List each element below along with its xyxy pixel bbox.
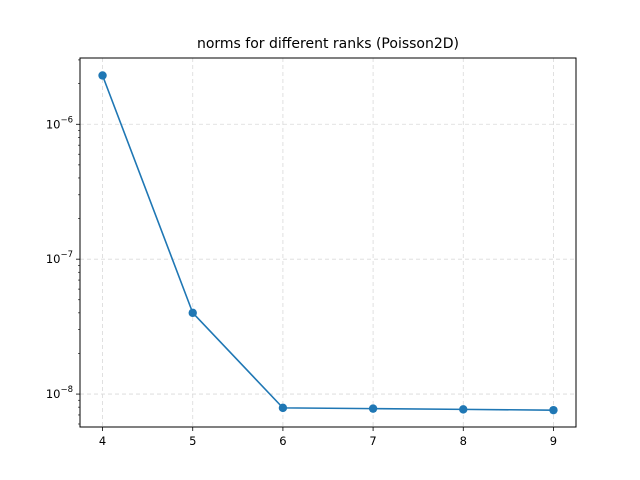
data-point xyxy=(549,405,558,415)
x-tick-label: 7 xyxy=(369,434,376,448)
series-layer xyxy=(98,71,558,415)
y-tick-label: 10−6 xyxy=(46,115,73,131)
data-point xyxy=(188,308,197,318)
data-point xyxy=(98,71,107,80)
data-point xyxy=(278,403,288,413)
axes: 4 5 6 7 8 9 10−6 10−7 10−8 xyxy=(46,59,557,448)
series-line xyxy=(101,75,554,411)
grid-lines xyxy=(80,58,576,427)
x-tick-label: 9 xyxy=(550,434,557,448)
chart-title: norms for different ranks (Poisson2D) xyxy=(197,36,459,52)
x-tick-label: 6 xyxy=(279,434,286,448)
data-point xyxy=(459,405,468,414)
y-tick-label: 10−8 xyxy=(46,385,73,401)
x-tick-label: 5 xyxy=(189,434,196,448)
plot-area-frame xyxy=(79,57,577,428)
x-tick-label: 4 xyxy=(99,434,106,448)
x-tick-label: 8 xyxy=(460,434,467,448)
y-tick-label: 10−7 xyxy=(46,250,73,266)
data-point xyxy=(368,404,378,413)
